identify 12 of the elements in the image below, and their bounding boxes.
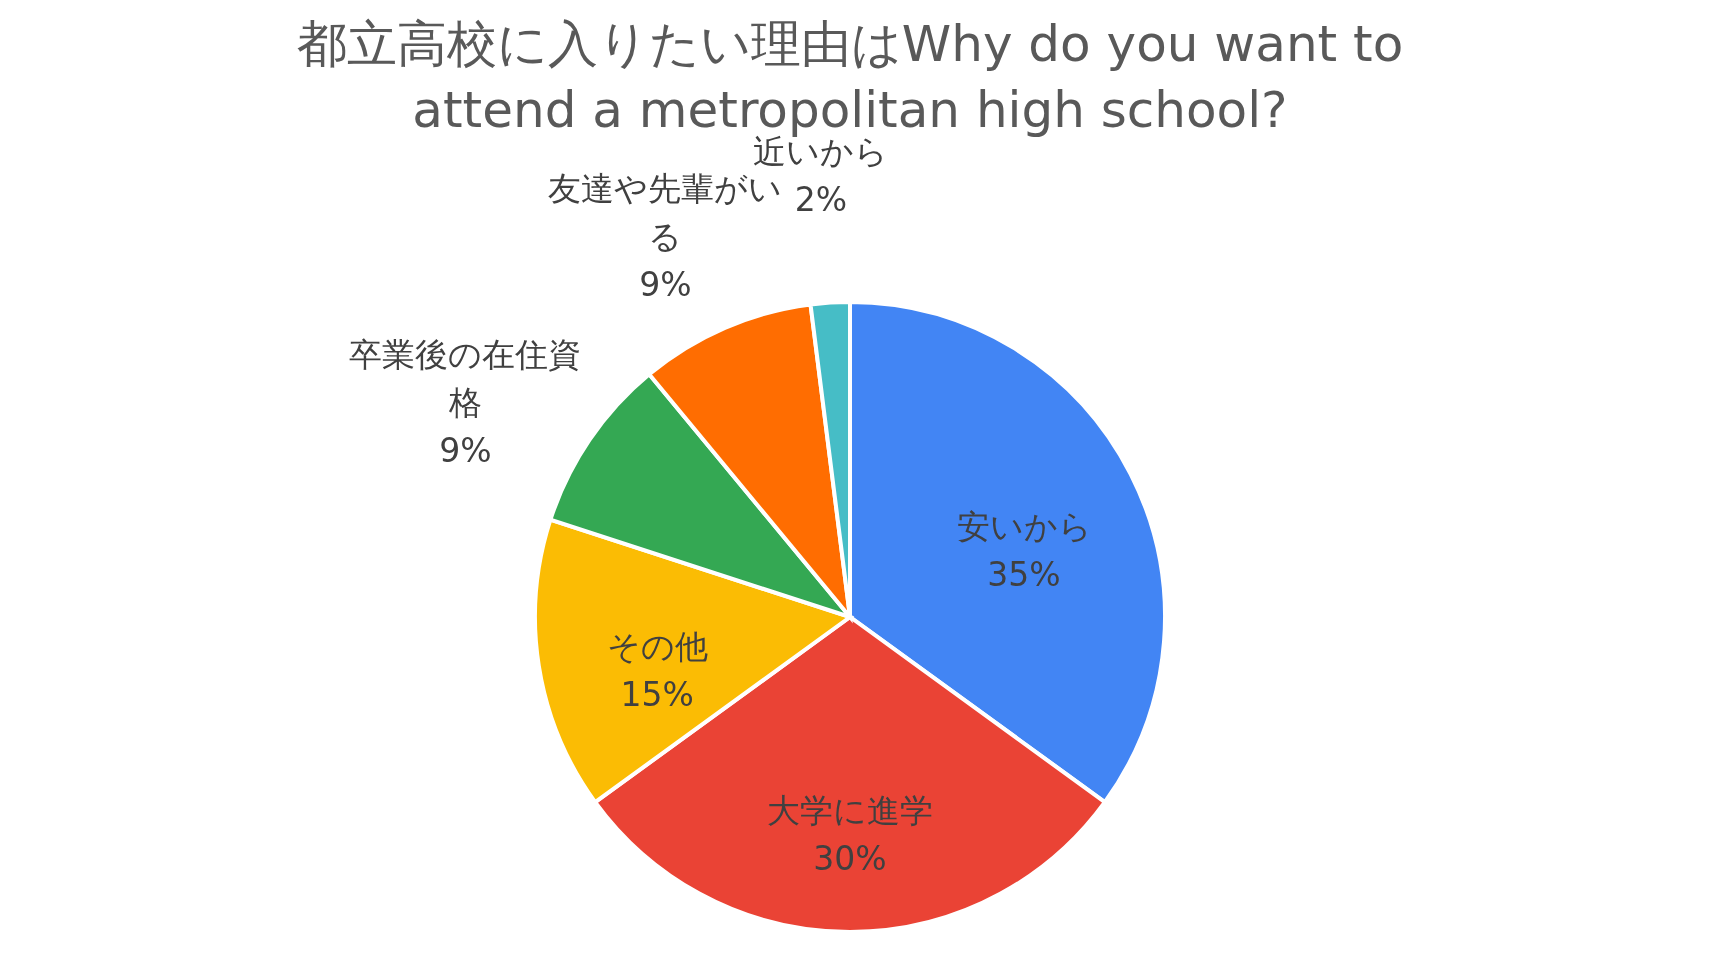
slice-label: 卒業後の在住資格 <box>349 334 582 422</box>
data-label: 9% <box>439 430 492 470</box>
data-label: 2% <box>794 179 847 219</box>
slice-label: 大学に進学 <box>767 791 933 831</box>
data-label: 15% <box>620 674 694 714</box>
data-label: 30% <box>813 839 887 879</box>
data-label: 35% <box>987 555 1061 595</box>
slice-label: その他 <box>606 626 708 666</box>
slice-label: 安いから <box>956 507 1092 547</box>
text: 都立高校に入りたい理由はWhy do you want to <box>296 14 1404 73</box>
data-label: 9% <box>639 265 692 305</box>
slice-label: 友達や先輩がいる <box>548 169 783 257</box>
